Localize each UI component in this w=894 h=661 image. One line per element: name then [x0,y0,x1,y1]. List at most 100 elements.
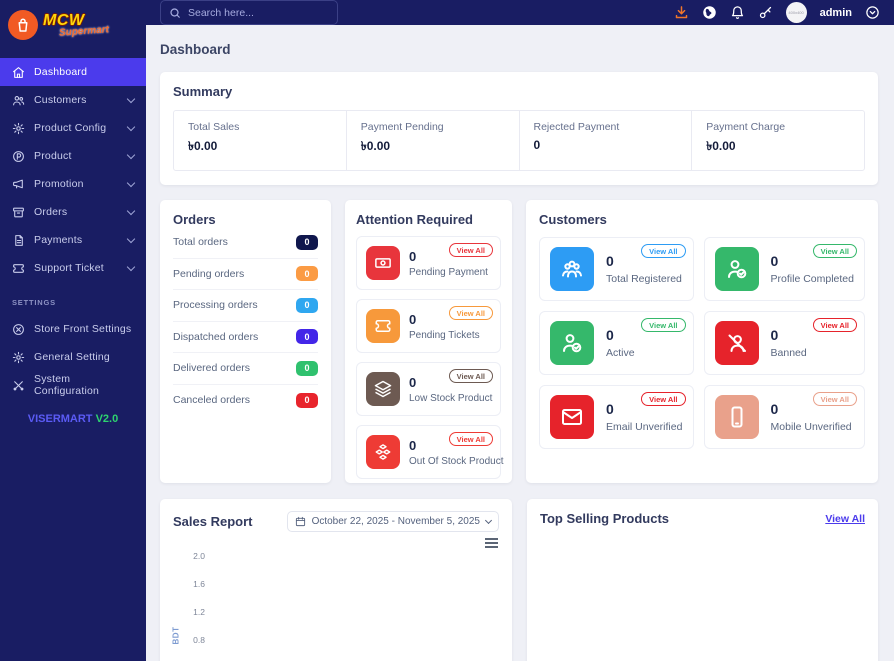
sales-chart: BDT 2.01.61.20.80.40.0 22-October-202523… [171,550,499,661]
view-all-link[interactable]: View All [825,512,865,525]
ticket-icon [12,262,25,275]
order-row-total: Total orders 0 [173,227,318,259]
sidebar-item-label: Store Front Settings [34,323,132,335]
settings-section-label: SETTINGS [12,298,56,307]
bell-icon[interactable] [730,5,745,20]
summary-label: Payment Pending [360,121,444,133]
customer-tile-mobile-unverified: 0 Mobile Unverified View All [703,385,865,449]
customer-value: 0 [606,327,614,343]
view-all-button[interactable]: View All [641,318,686,332]
row-stats: Orders Total orders 0 Pending orders 0 P… [160,200,878,483]
customer-label: Email Unverified [606,421,683,433]
view-all-button[interactable]: View All [641,244,686,258]
brand-subname: Supermart [58,24,110,39]
summary-card: Summary Total Sales ৳0.00 Payment Pendin… [160,72,878,185]
view-all-button[interactable]: View All [641,392,686,406]
chart-menu-icon[interactable] [484,537,499,549]
orders-title: Orders [173,212,216,227]
layers-icon [366,372,400,406]
sidebar-item-dashboard[interactable]: Dashboard [0,58,146,86]
boxes-icon [366,435,400,469]
customer-value: 0 [770,253,779,269]
search-input[interactable] [160,0,338,25]
main-area: 400x400 admin Dashboard Summary Total Sa… [146,0,894,661]
sidebar-item-support-ticket[interactable]: Support Ticket [0,254,146,282]
date-range-picker[interactable]: October 22, 2025 - November 5, 2025 [286,511,499,532]
sidebar-item-label: Promotion [34,178,84,190]
customer-tile-banned: 0 Banned View All [703,311,865,375]
sidebar-item-label: Dashboard [34,66,88,78]
order-row-pending: Pending orders 0 [173,259,318,290]
chevron-down-icon [126,262,136,271]
key-icon[interactable] [758,5,773,20]
attention-item-out-of-stock: 0 Out Of Stock Product View All [356,425,503,479]
avatar[interactable]: 400x400 [785,2,807,23]
sidebar-item-general-setting[interactable]: General Setting [0,343,146,371]
summary-value: ৳0.00 [360,139,391,153]
y-tick-label: 2.0 [193,550,205,561]
customer-tile-profile-completed: 0 Profile Completed View All [703,237,865,301]
sales-report-card: Sales Report October 22, 2025 - November… [160,499,512,661]
customer-value: 0 [770,401,779,417]
app-version: VISERMART V2.0 [0,413,146,425]
attention-label: Pending Payment [409,266,488,278]
sidebar-item-label: Support Ticket [34,262,104,274]
sidebar-item-label: Customers [34,94,87,106]
sidebar-item-store-front-settings[interactable]: Store Front Settings [0,315,146,343]
group-icon [550,247,594,291]
chevron-down-circle-icon[interactable] [865,5,880,20]
attention-label: Low Stock Product [409,392,493,404]
sidebar-item-payments[interactable]: Payments [0,226,146,254]
summary-grid: Total Sales ৳0.00 Payment Pending ৳0.00 … [173,110,865,171]
view-all-button[interactable]: View All [812,392,857,406]
count-badge: 0 [296,266,318,282]
download-icon[interactable] [674,5,689,20]
attention-item-low-stock: 0 Low Stock Product View All [356,362,501,416]
attention-value: 0 [409,311,417,327]
view-all-button[interactable]: View All [448,369,493,383]
summary-value: ৳0.00 [188,139,218,153]
count-badge: 0 [296,234,318,250]
sidebar: MCW Supermart Dashboard Customers Produc… [0,0,146,661]
count-badge: 0 [296,392,318,408]
view-all-button[interactable]: View All [812,318,857,332]
chevron-down-icon [126,206,136,215]
brand-text: MCW Supermart [43,13,110,39]
version-number: V2.0 [95,413,119,425]
sidebar-item-customers[interactable]: Customers [0,86,146,114]
archive-icon [12,206,25,219]
calendar-icon [295,516,305,527]
attention-value: 0 [409,437,417,453]
order-row-delivered: Delivered orders 0 [173,353,318,385]
view-all-button[interactable]: View All [448,432,493,446]
order-label: Delivered orders [173,362,251,375]
customer-label: Total Registered [606,273,682,285]
sidebar-item-promotion[interactable]: Promotion [0,170,146,198]
content: Dashboard Summary Total Sales ৳0.00 Paym… [146,25,894,661]
view-all-button[interactable]: View All [812,244,857,258]
sidebar-item-label: General Setting [34,351,110,363]
date-range-text: October 22, 2025 - November 5, 2025 [311,516,480,527]
brand-logo[interactable]: MCW Supermart [0,0,146,46]
username-label[interactable]: admin [819,6,852,19]
view-all-button[interactable]: View All [448,306,493,320]
order-row-dispatched: Dispatched orders 0 [173,322,318,353]
sidebar-item-system-configuration[interactable]: System Configuration [0,371,146,399]
attention-title: Attention Required [356,212,473,227]
y-tick-label: 0.8 [193,634,205,645]
sidebar-item-orders[interactable]: Orders [0,198,146,226]
globe-icon[interactable] [702,5,717,20]
customers-card: Customers 0 Total Registered View All [526,200,878,483]
sidebar-item-product-config[interactable]: Product Config [0,114,146,142]
summary-value: ৳0.00 [706,139,736,153]
count-badge: 0 [296,297,318,313]
summary-item-total-sales: Total Sales ৳0.00 [174,111,347,170]
tools-icon [12,379,25,392]
view-all-button[interactable]: View All [448,243,493,257]
sidebar-item-product[interactable]: Product [0,142,146,170]
attention-value: 0 [409,374,417,390]
users-icon [12,94,25,107]
sidebar-item-label: Product [34,150,72,162]
chevron-down-icon [126,122,136,131]
user-check-icon [714,247,759,291]
